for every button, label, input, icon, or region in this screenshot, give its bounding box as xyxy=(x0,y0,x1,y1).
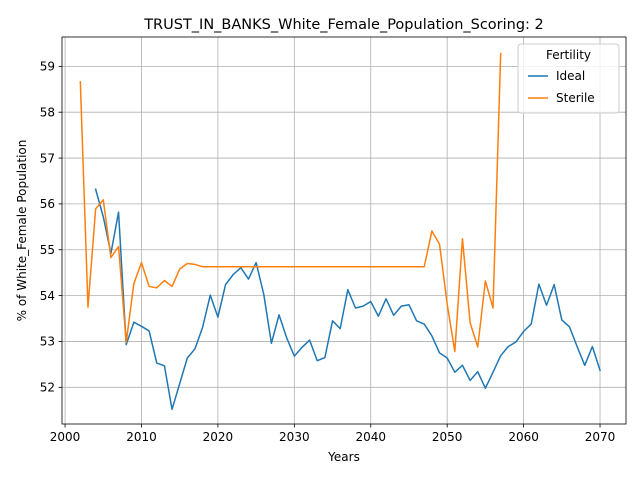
x-tick-label: 2050 xyxy=(432,430,463,444)
legend-title: Fertility xyxy=(546,48,591,62)
y-tick-label: 59 xyxy=(40,60,55,74)
legend: Fertility Ideal Sterile xyxy=(517,43,620,114)
legend-label-sterile: Sterile xyxy=(556,91,595,105)
x-tick-label: 2000 xyxy=(50,430,81,444)
y-tick-label: 54 xyxy=(40,289,55,303)
y-tick-label: 53 xyxy=(40,335,55,349)
x-axis-label: Years xyxy=(327,450,360,464)
x-tick-label: 2020 xyxy=(203,430,234,444)
x-tick-label: 2040 xyxy=(355,430,386,444)
y-tick-label: 56 xyxy=(40,197,55,211)
y-axis: 52 53 54 55 56 57 58 59 xyxy=(40,60,62,395)
chart-title: TRUST_IN_BANKS_White_Female_Population_S… xyxy=(143,17,544,33)
y-tick-label: 57 xyxy=(40,151,55,165)
x-tick-label: 2060 xyxy=(508,430,539,444)
x-tick-label: 2010 xyxy=(126,430,157,444)
y-axis-label: % of White_Female Population xyxy=(15,140,29,322)
x-tick-label: 2030 xyxy=(279,430,310,444)
legend-label-ideal: Ideal xyxy=(556,69,585,83)
y-tick-label: 55 xyxy=(40,243,55,257)
series-line-ideal xyxy=(94,188,601,411)
x-tick-label: 2070 xyxy=(585,430,616,444)
x-axis: 2000 2010 2020 2030 2040 2050 2060 2070 xyxy=(50,424,616,444)
y-tick-label: 58 xyxy=(40,105,55,119)
series-lines xyxy=(79,52,601,411)
y-tick-label: 52 xyxy=(40,381,55,395)
series-line-sterile xyxy=(79,52,502,353)
legend-box xyxy=(517,43,620,114)
plot-frame xyxy=(61,36,627,425)
